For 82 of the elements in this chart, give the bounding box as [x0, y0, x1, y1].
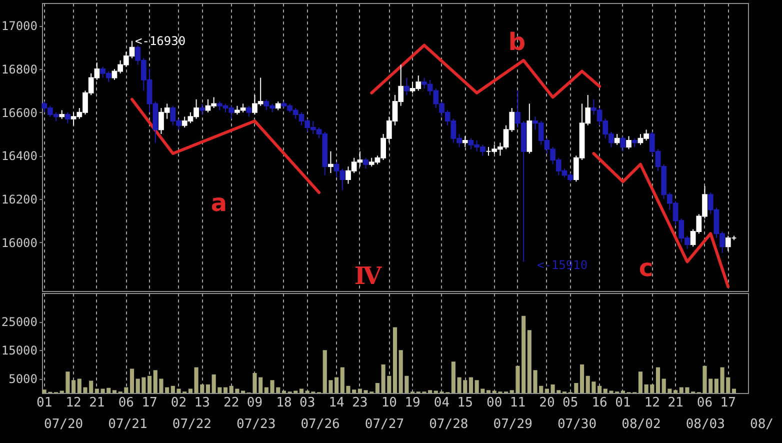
candlestick [328, 150, 334, 174]
annotation: b [508, 28, 526, 56]
bar [299, 388, 304, 393]
y-tick-label: 15000 [1, 344, 38, 358]
text: 07/30 [557, 417, 597, 432]
x-tick-label: 12 [644, 396, 660, 410]
y-tick-label: 16400 [1, 149, 38, 164]
annotation: c [638, 254, 654, 282]
y-tick-label: 17000 [1, 19, 38, 34]
bar [638, 372, 643, 393]
bar [223, 387, 228, 393]
x-tick-label: 23 [352, 396, 368, 410]
text: 07/23 [236, 417, 276, 432]
text: 08/ [750, 417, 774, 432]
x-tick-label: 10 [381, 396, 397, 410]
bar [580, 364, 584, 393]
y-tick-label: 16600 [1, 106, 38, 120]
bar [732, 388, 736, 393]
x-tick-label: 06 [118, 396, 134, 410]
x-tick-label: 01 [36, 396, 52, 410]
x-tick-label: 15 [457, 396, 473, 410]
x-tick-label: 02 [170, 396, 187, 410]
candlestick [199, 103, 205, 116]
text: 07/28 [429, 417, 468, 432]
x-tick-label: 11 [510, 396, 526, 410]
x-tick-label: 00 [486, 396, 502, 410]
annotation: a [210, 189, 228, 217]
y-tick-label: 5000 [8, 372, 38, 386]
text: 07/27 [364, 417, 404, 432]
x-tick-label: 17 [142, 396, 158, 410]
x-tick-label: 17 [720, 396, 736, 410]
bar [673, 390, 678, 393]
x-tick-label: 13 [194, 396, 210, 410]
x-tick-label: 18 [276, 396, 292, 410]
text: 07/21 [108, 417, 148, 432]
x-tick-label: 09 [246, 396, 263, 410]
text: 07/29 [493, 417, 532, 432]
annotation: <-15910 [537, 258, 588, 272]
bar [468, 377, 474, 393]
bar [544, 388, 549, 393]
x-tick-label: 19 [404, 396, 420, 410]
candlestick [246, 105, 252, 118]
bar [206, 384, 210, 393]
candlestick [65, 112, 70, 124]
bar [392, 327, 398, 393]
x-tick-label: 20 [539, 396, 555, 410]
candlestick [614, 134, 620, 146]
bar [656, 367, 660, 393]
bar [486, 390, 491, 393]
x-tick-label: 05 [562, 396, 578, 410]
bar [375, 383, 380, 393]
x-tick-label: 06 [696, 396, 713, 410]
annotation: Ⅳ [354, 261, 382, 290]
line-series [592, 152, 730, 288]
candlestick [620, 136, 626, 152]
x-tick-label: 21 [89, 396, 105, 410]
text: 08/03 [686, 417, 725, 432]
y-tick-label: 16200 [1, 192, 38, 206]
bar [130, 368, 134, 393]
y-tick-label: 16800 [1, 62, 38, 77]
candlestick [404, 77, 410, 96]
text: 07/26 [300, 417, 340, 432]
x-tick-label: 22 [224, 396, 240, 410]
candlestick [363, 157, 368, 170]
candlestick [626, 136, 632, 150]
x-tick-label: 21 [668, 396, 684, 410]
y-tick-label: 25000 [1, 315, 38, 330]
x-tick-label: 01 [615, 396, 631, 410]
x-tick-label: 16 [592, 396, 608, 410]
x-tick-label: 12 [66, 396, 82, 410]
bar [147, 376, 152, 393]
text: 07/20 [44, 417, 84, 432]
annotation: <-16930 [135, 34, 186, 48]
bar [112, 390, 117, 393]
line-series [130, 98, 321, 194]
candlestick [462, 136, 468, 148]
text: 07/22 [172, 417, 212, 432]
x-tick-label: 04 [434, 396, 450, 410]
x-tick-label: 03 [300, 396, 316, 410]
text: 08/02 [622, 417, 661, 432]
y-tick-label: 16000 [1, 236, 38, 250]
x-tick-label: 14 [328, 396, 345, 410]
